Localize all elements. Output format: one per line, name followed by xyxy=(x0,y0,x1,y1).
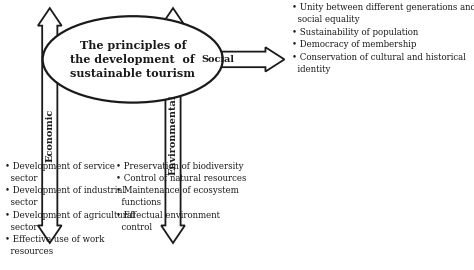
Text: Environmental: Environmental xyxy=(169,95,177,175)
Text: Economic: Economic xyxy=(46,108,54,162)
Text: The principles of
the development  of
sustainable tourism: The principles of the development of sus… xyxy=(70,40,195,79)
Text: • Unity between different generations and
  social equality
• Sustainability of : • Unity between different generations an… xyxy=(292,3,474,74)
Text: Social: Social xyxy=(201,55,235,64)
Text: • Preservation of biodiversity
• Control of natural resources
• Maintenance of e: • Preservation of biodiversity • Control… xyxy=(116,162,246,232)
Polygon shape xyxy=(161,8,185,243)
Text: • Development of service
  sector
• Development of industrial
  sector
• Develop: • Development of service sector • Develo… xyxy=(5,162,134,256)
Ellipse shape xyxy=(43,16,223,103)
Polygon shape xyxy=(38,8,62,243)
Polygon shape xyxy=(123,47,284,72)
